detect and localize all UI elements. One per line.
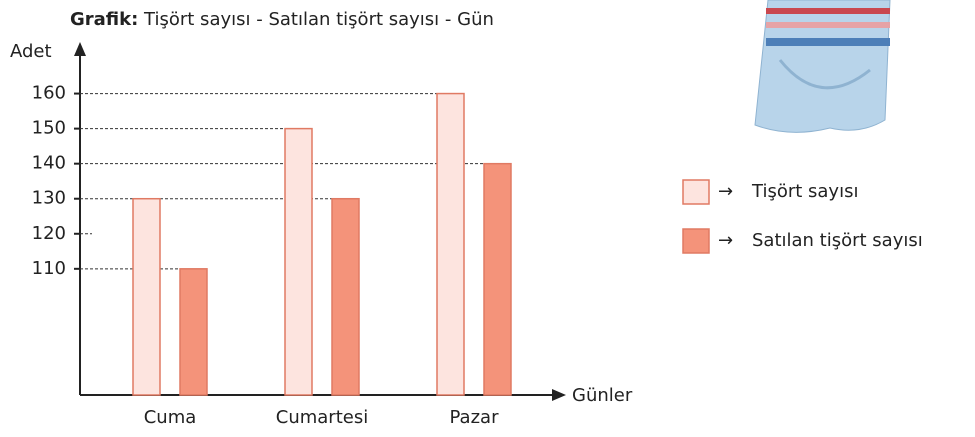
- legend-arrow: →: [718, 230, 733, 251]
- tshirt-illustration: [755, 0, 890, 132]
- bar: [332, 199, 359, 395]
- chart: Grafik: Tişört sayısı - Satılan tişört s…: [0, 0, 975, 437]
- legend-label: Satılan tişört sayısı: [752, 230, 923, 251]
- y-tick-label: 140: [32, 153, 66, 174]
- y-tick-label: 130: [32, 188, 66, 209]
- chart-title: Grafik: Tişört sayısı - Satılan tişört s…: [70, 9, 494, 30]
- y-tick-label: 160: [32, 83, 66, 104]
- title-text: Tişört sayısı - Satılan tişört sayısı - …: [143, 9, 494, 30]
- x-arrow: [552, 389, 566, 401]
- x-axis-label: Günler: [572, 385, 633, 406]
- bar: [180, 269, 207, 395]
- x-tick-label: Cumartesi: [276, 407, 368, 428]
- y-tick-label: 110: [32, 258, 66, 279]
- title-label: Grafik:: [70, 9, 138, 30]
- x-tick-label: Pazar: [450, 407, 500, 428]
- x-tick-label: Cuma: [144, 407, 197, 428]
- y-axis-label: Adet: [10, 41, 52, 62]
- y-tick-label: 150: [32, 118, 66, 139]
- bar: [484, 164, 511, 395]
- legend-arrow: →: [718, 181, 733, 202]
- legend-label: Tişört sayısı: [751, 181, 858, 202]
- bar: [437, 94, 464, 395]
- bar: [133, 199, 160, 395]
- y-arrow: [74, 42, 86, 56]
- legend-swatch: [683, 180, 709, 204]
- y-tick-label: 120: [32, 223, 66, 244]
- legend-swatch: [683, 229, 709, 253]
- bar: [285, 129, 312, 395]
